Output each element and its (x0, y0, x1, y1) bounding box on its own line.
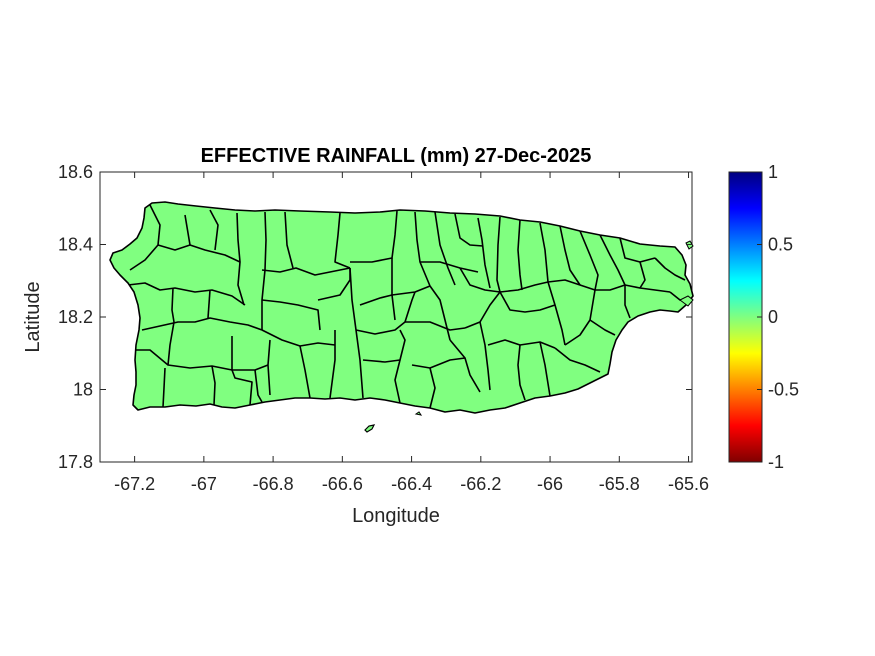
municipality-boundary (157, 244, 241, 263)
municipality-boundary (449, 339, 481, 393)
municipality-boundary (334, 212, 351, 269)
municipality-boundary (517, 344, 526, 401)
map-layer (109, 201, 694, 433)
municipality-boundary (167, 287, 175, 366)
municipality-boundary (261, 267, 351, 276)
y-tick-label: 17.8 (58, 452, 93, 472)
municipality-boundary (517, 219, 523, 291)
municipality-boundary (479, 321, 491, 391)
municipality-boundary (136, 349, 269, 371)
municipality-boundary (420, 261, 479, 273)
municipality-boundaries (127, 204, 689, 409)
municipality-boundary (639, 261, 671, 293)
municipality-boundary (654, 257, 686, 281)
municipality-boundary (405, 321, 466, 331)
caja-de-muertos-islet (364, 424, 376, 433)
municipality-boundary (267, 339, 271, 396)
municipality-boundary (211, 365, 216, 406)
x-tick-label: -67 (191, 474, 217, 494)
x-tick-label: -66.4 (391, 474, 432, 494)
y-tick-label: 18 (73, 380, 93, 400)
y-tick-label: 18.6 (58, 162, 93, 182)
municipality-boundary (547, 281, 566, 346)
municipality-boundary (459, 267, 501, 293)
x-axis-label: Longitude (352, 505, 440, 527)
colorbar-gradient (728, 171, 763, 463)
chart-title: EFFECTIVE RAINFALL (mm) 27-Dec-2025 (201, 145, 592, 167)
municipality-boundary (141, 317, 263, 331)
small-islet (414, 411, 423, 416)
municipality-boundary (499, 281, 549, 293)
municipality-boundary (359, 285, 431, 306)
municipality-boundary (254, 369, 263, 403)
y-tick-label: 18.2 (58, 307, 93, 327)
y-tick-label: 18.4 (58, 235, 93, 255)
colorbar-tick-label: -0.5 (768, 380, 799, 400)
island-fill (110, 202, 693, 413)
municipality-boundary (184, 214, 191, 246)
municipality-boundary (579, 230, 599, 291)
municipality-boundary (539, 341, 551, 397)
x-tick-label: -67.2 (114, 474, 155, 494)
municipality-boundary (554, 347, 601, 373)
x-tick-label: -66 (537, 474, 563, 494)
municipality-boundary (284, 211, 294, 269)
x-tick-label: -66.8 (253, 474, 294, 494)
municipality-boundary (464, 291, 501, 329)
municipality-boundary (127, 282, 246, 306)
y-axis-label: Latitude (22, 281, 44, 352)
coastline (109, 201, 694, 414)
municipality-boundary (411, 357, 466, 369)
colorbar-tick-label: -1 (768, 452, 784, 472)
x-tick-label: -66.2 (460, 474, 501, 494)
municipality-boundary (355, 291, 416, 335)
municipality-boundary (209, 209, 219, 251)
municipality-boundary (207, 289, 211, 319)
map-axes: -67.2 -67 -66.8 -66.6 -66.4 -66.2 -66 -65.8 -65.… (58, 162, 709, 494)
municipality-boundary (261, 299, 321, 331)
municipality-boundary (564, 289, 596, 346)
municipality-boundary (499, 291, 556, 313)
municipality-boundary (429, 285, 451, 341)
municipality-boundary (299, 345, 311, 399)
municipality-boundary (162, 367, 166, 408)
municipality-boundary (454, 213, 484, 247)
municipality-boundary (414, 211, 431, 287)
colorbar-tick-label: 1 (768, 162, 778, 182)
municipality-boundary (619, 237, 656, 263)
municipality-boundary (595, 284, 641, 291)
municipality-boundary (329, 330, 336, 399)
municipality-boundary (624, 285, 631, 319)
colorbar-tick-label: 0.5 (768, 235, 793, 255)
municipality-boundary (236, 212, 245, 306)
y-axis: 17.8 18 18.2 18.4 18.6 (58, 162, 692, 472)
x-tick-label: -65.8 (599, 474, 640, 494)
municipality-boundary (477, 217, 491, 289)
municipality-boundary (539, 222, 549, 283)
municipality-boundary (589, 319, 616, 336)
x-tick-label: -66.6 (322, 474, 363, 494)
municipality-boundary (599, 234, 626, 286)
municipality-boundary (231, 336, 253, 406)
colorbar: 1 0.5 0 -0.5 -1 (728, 162, 799, 472)
municipality-boundary (394, 359, 401, 404)
municipality-boundary (547, 279, 596, 291)
east-islet (679, 295, 694, 307)
colorbar-ticks: 1 0.5 0 -0.5 -1 (757, 162, 799, 472)
x-tick-label: -65.6 (668, 474, 709, 494)
municipality-boundary (496, 216, 501, 293)
municipality-boundary (429, 367, 436, 409)
x-axis: -67.2 -67 -66.8 -66.6 -66.4 -66.2 -66 -65.8 -65.… (114, 172, 709, 494)
municipality-boundary (434, 211, 456, 286)
municipality-boundary (559, 225, 581, 286)
colorbar-tick-label: 0 (768, 307, 778, 327)
